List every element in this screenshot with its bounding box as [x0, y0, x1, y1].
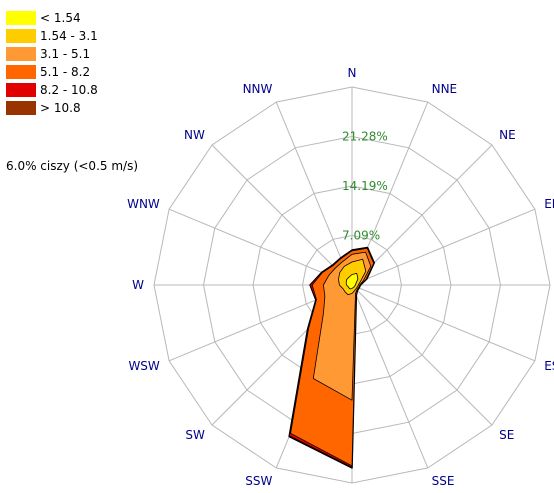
grid-spoke-ne: [351, 144, 493, 286]
direction-label-sse: SSE: [432, 474, 455, 488]
ring-label-3: 21.28%: [342, 130, 388, 144]
direction-label-ssw: SSW: [245, 474, 272, 488]
direction-label-n: N: [348, 66, 357, 80]
grid-spoke-ene: [351, 208, 536, 286]
direction-label-nw: NW: [184, 128, 205, 142]
legend-swatch: [6, 83, 36, 97]
legend-item-5: 8.2 - 10.8: [6, 82, 98, 98]
legend-swatch: [6, 11, 36, 25]
ring-label-1: 7.09%: [342, 229, 380, 243]
legend-swatch: [6, 47, 36, 61]
direction-label-se: SE: [499, 428, 514, 442]
direction-labels: N NNE NE ENE ESE SE SSE SSW SW WSW W WNW NW NNW: [127, 66, 554, 488]
legend-label: 3.1 - 5.1: [40, 47, 91, 61]
direction-label-ene: ENE: [544, 197, 554, 211]
legend-label: < 1.54: [40, 11, 81, 25]
grid-spoke-nnw: [275, 101, 353, 286]
grid-spoke-ese: [351, 284, 536, 362]
ring-label-2: 14.19%: [342, 179, 388, 193]
legend-item-3: 3.1 - 5.1: [6, 46, 98, 62]
legend-item-4: 5.1 - 8.2: [6, 64, 98, 80]
legend-label: 1.54 - 3.1: [40, 29, 98, 43]
direction-label-nnw: NNW: [243, 82, 273, 96]
legend-item-6: > 10.8: [6, 100, 98, 116]
direction-label-w: W: [132, 278, 144, 292]
legend-label: > 10.8: [40, 101, 81, 115]
legend-swatch: [6, 29, 36, 43]
legend-label: 8.2 - 10.8: [40, 83, 98, 97]
legend: < 1.54 1.54 - 3.1 3.1 - 5.1 5.1 - 8.2 8.…: [6, 10, 98, 118]
petal-band-1: [345, 272, 359, 290]
direction-label-wsw: WSW: [128, 359, 159, 373]
petals: [288, 246, 376, 469]
grid-spoke-se: [351, 284, 493, 426]
legend-item-1: < 1.54: [6, 10, 98, 26]
legend-item-2: 1.54 - 3.1: [6, 28, 98, 44]
direction-label-sw: SW: [185, 428, 205, 442]
direction-label-ese: ESE: [544, 359, 554, 373]
ring-labels: 7.09% 14.19% 21.28%: [342, 130, 388, 243]
legend-label: 5.1 - 8.2: [40, 65, 91, 79]
petal-band-3: [312, 251, 372, 401]
direction-label-nne: NNE: [432, 82, 458, 96]
direction-label-wnw: WNW: [127, 197, 160, 211]
grid-spoke-sse: [351, 284, 429, 469]
legend-swatch: [6, 65, 36, 79]
direction-label-ne: NE: [499, 128, 516, 142]
grid-spoke-nw: [211, 144, 353, 286]
legend-swatch: [6, 101, 36, 115]
calm-note: 6.0% ciszy (<0.5 m/s): [6, 159, 138, 173]
